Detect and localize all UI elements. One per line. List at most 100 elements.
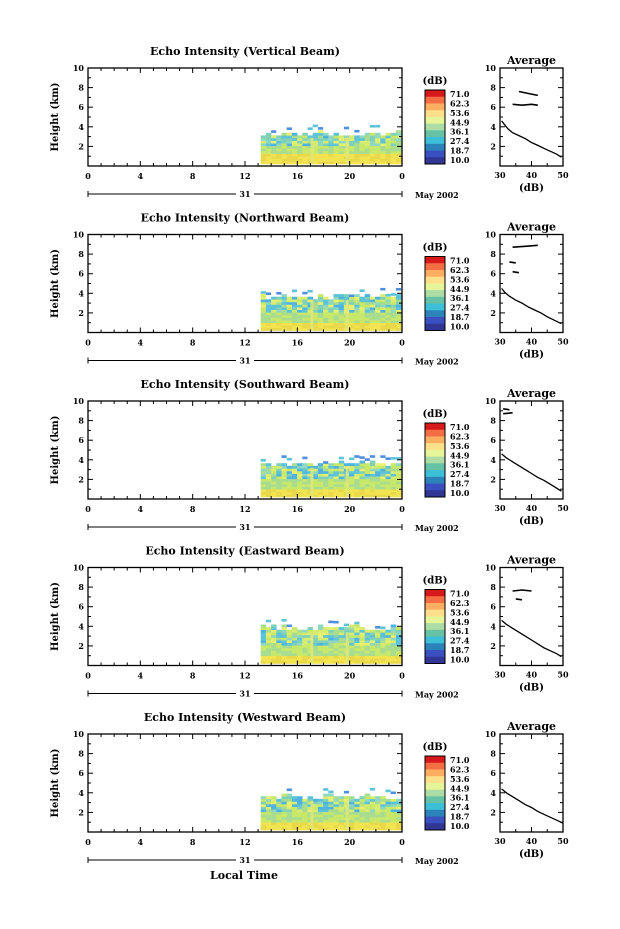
heatmap-cell (395, 806, 402, 810)
heatmap-cell (302, 804, 308, 807)
colorbar-tick-label: 62.3 (450, 98, 470, 108)
heatmap-cell (291, 327, 298, 331)
heatmap-cell (385, 327, 391, 331)
heatmap-cell (260, 632, 267, 636)
heatmap-cell (286, 484, 293, 487)
heatmap-cell (323, 484, 329, 487)
heatmap-cell (312, 465, 319, 469)
heatmap-cell (364, 156, 371, 160)
heatmap-cell (307, 471, 313, 474)
heatmap-cell (271, 827, 277, 831)
heatmap-cell (338, 484, 345, 487)
heatmap-cell (323, 824, 329, 828)
heatmap-cell (281, 632, 287, 636)
heatmap-cell (286, 819, 293, 823)
colorbar-frame (424, 256, 446, 331)
heatmap-cell (302, 325, 308, 329)
heatmap-cell (323, 463, 329, 467)
heatmap-cell (395, 804, 402, 807)
heatmap-cell (281, 322, 287, 326)
heatmap-cell (286, 140, 293, 144)
heatmap-cell (349, 314, 355, 318)
heatmap-cell (260, 307, 267, 310)
heatmap-cell (380, 811, 386, 815)
heatmap-cell (317, 809, 324, 813)
x-tick-label: 4 (138, 671, 144, 681)
colorbar-segment (425, 589, 445, 597)
heatmap-cell (317, 473, 324, 477)
heatmap-cell (281, 798, 287, 802)
heatmap-cell (307, 145, 313, 149)
heatmap-cell (312, 468, 319, 472)
heatmap-cell (333, 629, 339, 633)
heatmap-cell (312, 312, 319, 316)
heatmap-cell (312, 322, 319, 326)
heatmap-cell (307, 296, 313, 300)
heatmap-cell (317, 301, 324, 305)
heatmap-cell (375, 471, 381, 474)
heatmap-cell (369, 304, 376, 308)
heatmap-cell (271, 632, 277, 636)
average-x-tick-label: 30 (494, 670, 506, 680)
heatmap-cell (359, 796, 365, 800)
heatmap-cell (323, 320, 329, 323)
heatmap-cell (359, 138, 365, 141)
colorbar-tick-label: 10.0 (450, 821, 470, 831)
colorbar-frame (424, 422, 446, 498)
heatmap-cell (297, 317, 303, 321)
heatmap-cell (364, 650, 371, 654)
x-tick-label: 0 (85, 338, 91, 348)
heatmap-cell (364, 312, 371, 316)
heatmap-cell (323, 312, 329, 316)
heatmap-cell (271, 634, 277, 638)
colorbar-tick-label: 27.4 (450, 136, 470, 146)
heatmap-cell (390, 145, 397, 149)
heatmap-cell (323, 632, 329, 636)
heatmap-cell (369, 650, 376, 654)
heatmap-cell (291, 322, 298, 326)
heatmap-cell (297, 489, 303, 493)
heatmap-cell (317, 660, 324, 664)
heatmap-cell (317, 130, 324, 134)
heatmap-cell (286, 489, 293, 493)
heatmap-cell (291, 481, 298, 485)
x-tick-label: 4 (138, 171, 144, 181)
heatmap-cell (302, 148, 308, 152)
heatmap-cell (281, 650, 287, 654)
heatmap-cell (395, 478, 402, 482)
heatmap-cell (359, 299, 365, 303)
heatmap-cell (265, 655, 272, 659)
heatmap-data (260, 287, 402, 331)
heatmap-cell (395, 145, 402, 149)
average-profile-fragment (512, 103, 538, 107)
heatmap-cell (364, 484, 371, 487)
heatmap-cell (338, 148, 345, 152)
heatmap-cell (328, 478, 334, 482)
heatmap-cell (302, 819, 308, 823)
heatmap-cell (302, 291, 308, 295)
heatmap-cell (359, 465, 365, 469)
heatmap-cell (390, 320, 397, 323)
heatmap-cell (395, 130, 402, 134)
heatmap-cell (281, 304, 287, 308)
heatmap-cell (395, 645, 402, 649)
heatmap-cell (291, 317, 298, 321)
heatmap-cell (369, 307, 376, 310)
colorbar: 71.062.353.644.936.127.418.710.0 (424, 89, 470, 165)
heatmap-cell (323, 827, 329, 831)
colorbar-tick-label: 44.9 (450, 783, 470, 793)
heatmap-cell (297, 484, 303, 487)
heatmap-cell (286, 299, 293, 303)
heatmap-cell (317, 468, 324, 472)
heatmap-cell (338, 158, 345, 162)
heatmap-cell (354, 486, 360, 490)
heatmap-cell (297, 153, 303, 157)
heatmap-cell (375, 806, 381, 810)
heatmap-cell (328, 811, 334, 815)
heatmap-cell (307, 484, 313, 487)
heatmap-cell (276, 151, 282, 154)
heatmap-cell (359, 478, 365, 482)
heatmap-cell (354, 317, 360, 321)
